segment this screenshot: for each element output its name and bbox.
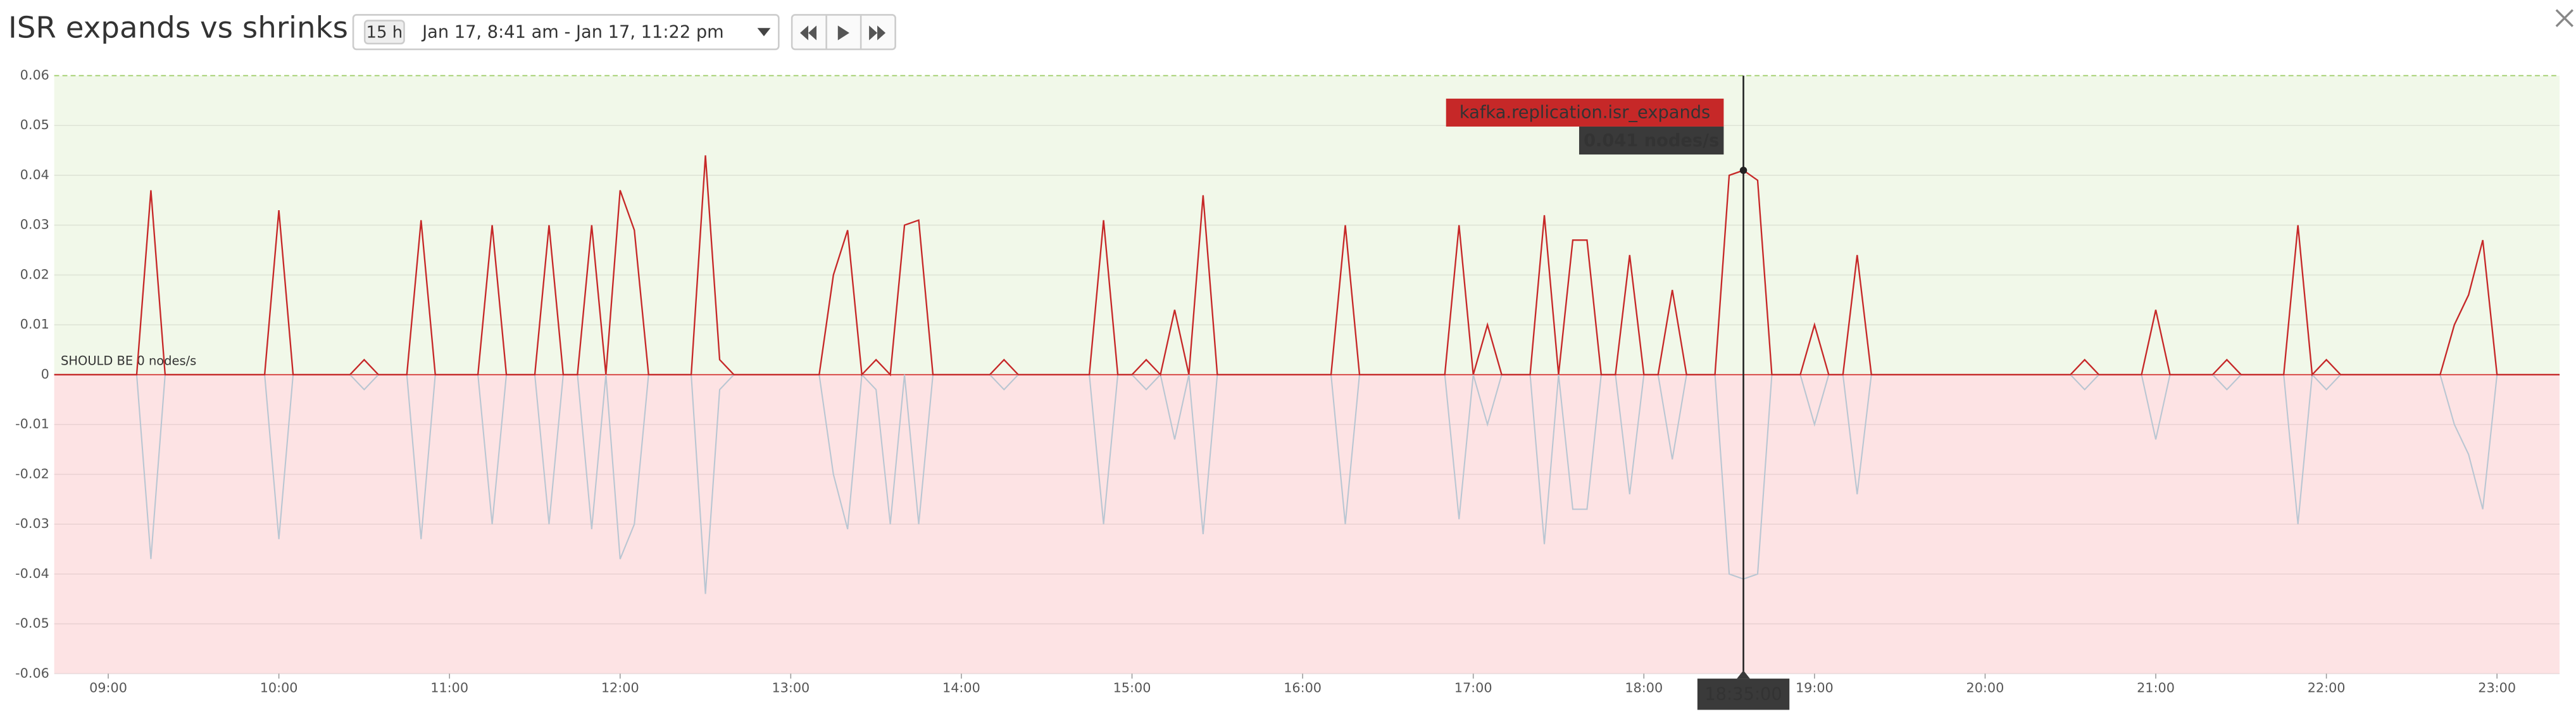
y-tick-label: -0.05 <box>15 616 49 631</box>
x-tick-label: 10:00 <box>260 680 298 696</box>
crosshair-time: 18:35:00 <box>1704 685 1782 705</box>
chart-title: ISR expands vs shrinks <box>8 11 348 45</box>
range-badge: 15 h <box>366 23 403 42</box>
series-line <box>54 155 2560 377</box>
y-tick-label: -0.01 <box>15 416 49 432</box>
y-tick-label: -0.04 <box>15 566 49 581</box>
x-tick-label: 12:00 <box>601 680 639 696</box>
y-tick-label: -0.06 <box>15 665 49 680</box>
y-tick-label: -0.03 <box>15 516 49 531</box>
y-tick-label: -0.02 <box>15 466 49 481</box>
time-picker[interactable] <box>352 14 780 51</box>
y-tick-label: 0.02 <box>20 266 49 282</box>
x-tick-label: 15:00 <box>1113 680 1151 696</box>
tooltip: kafka.replication.isr_expands 0.041 nodes… <box>1446 98 1724 155</box>
tooltip-value-box <box>1579 126 1724 155</box>
y-tick-label: 0.05 <box>20 117 49 132</box>
range-text: Jan 17, 8:41 am - Jan 17, 11:22 pm <box>421 23 724 42</box>
y-tick-label: 0.04 <box>20 167 49 182</box>
x-tick-label: 23:00 <box>2478 680 2516 696</box>
play-button[interactable] <box>837 25 849 41</box>
x-tick-label: 20:00 <box>1966 680 2004 696</box>
x-tick-label: 19:00 <box>1796 680 1834 696</box>
x-tick-label: 11:00 <box>430 680 468 696</box>
close-button[interactable] <box>2555 9 2574 27</box>
tooltip-series-name: kafka.replication.isr_expands <box>1460 103 1710 123</box>
range-badge-box <box>363 20 405 45</box>
marker-label: SHOULD BE 0 nodes/s <box>61 354 196 368</box>
x-tick-label: 13:00 <box>772 680 810 696</box>
y-tick-label: 0 <box>41 366 49 382</box>
x-tick-label: 21:00 <box>2137 680 2175 696</box>
y-tick-label: 0.06 <box>20 67 49 82</box>
x-tick-label: 09:00 <box>89 680 127 696</box>
y-tick-label: 0.01 <box>20 316 49 332</box>
negative-band <box>54 374 2560 674</box>
crosshair-time-arrow <box>1737 670 1750 679</box>
x-tick-label: 22:00 <box>2308 680 2346 696</box>
forward-button[interactable] <box>869 25 886 41</box>
tooltip-value: 0.041 nodes/s <box>1584 131 1719 151</box>
rewind-button[interactable] <box>800 25 817 41</box>
x-tick-label: 17:00 <box>1454 680 1492 696</box>
dropdown-caret[interactable] <box>757 28 771 37</box>
x-tick-label: 18:00 <box>1625 680 1663 696</box>
crosshair-time-box <box>1697 679 1790 710</box>
tooltip-name-box <box>1446 98 1724 127</box>
positive-band <box>54 75 2560 375</box>
x-tick-label: 14:00 <box>942 680 980 696</box>
x-tick-label: 16:00 <box>1284 680 1322 696</box>
hover-point <box>1739 166 1748 174</box>
y-tick-label: 0.03 <box>20 217 49 232</box>
